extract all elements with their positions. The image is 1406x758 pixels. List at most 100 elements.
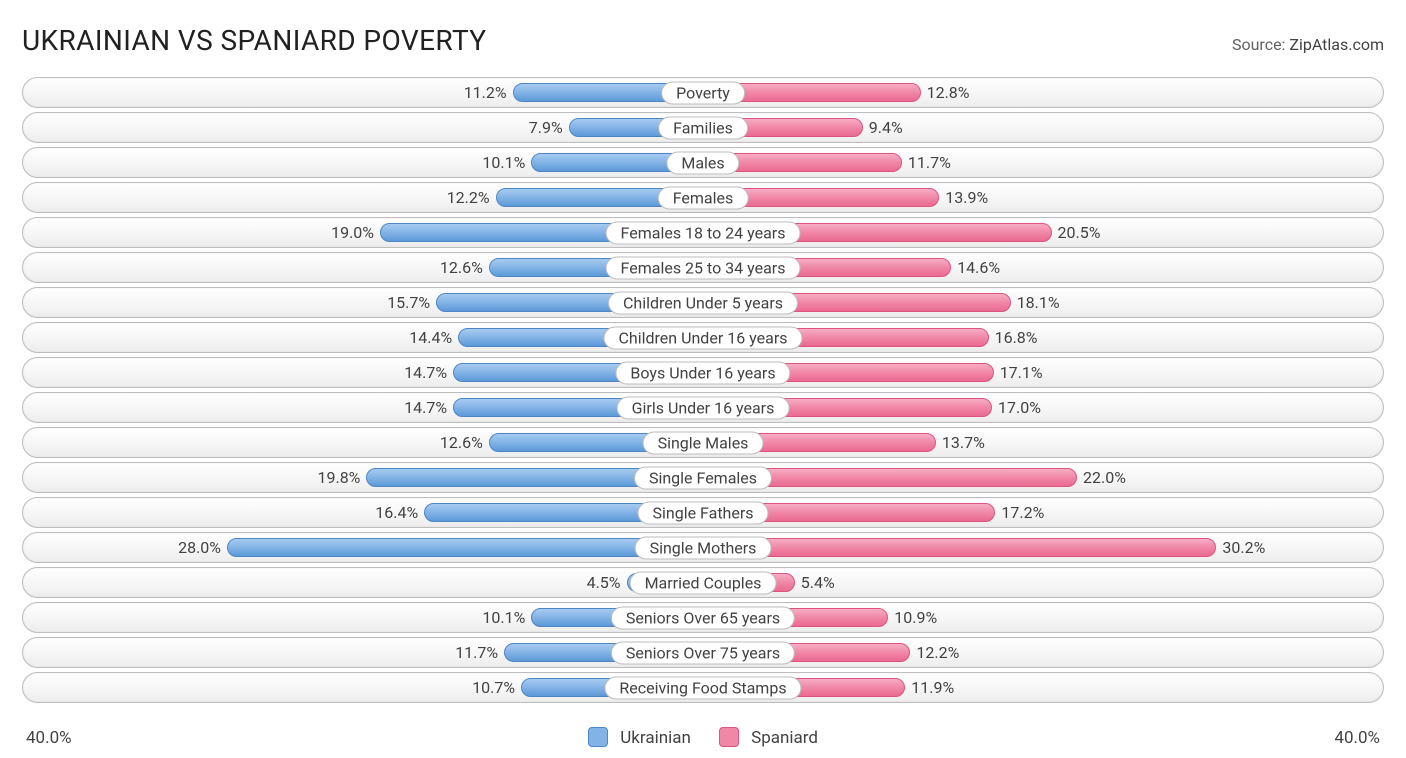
source-name: ZipAtlas.com [1289, 35, 1384, 54]
right-half: 14.6% [703, 253, 1383, 282]
right-half: 13.9% [703, 183, 1383, 212]
swatch-pink-icon [719, 727, 739, 747]
right-value: 17.0% [998, 398, 1041, 417]
left-value: 14.7% [404, 398, 447, 417]
left-value: 12.2% [447, 188, 490, 207]
chart-row: 11.2% 12.8%Poverty [22, 77, 1384, 108]
row-label: Single Fathers [637, 501, 768, 524]
right-value: 16.8% [995, 328, 1038, 347]
right-half: 18.1% [703, 288, 1383, 317]
axis-max-left: 40.0% [26, 728, 72, 748]
left-value: 19.0% [331, 223, 374, 242]
right-value: 11.9% [911, 678, 954, 697]
right-value: 9.4% [869, 118, 903, 137]
right-half: 13.7% [703, 428, 1383, 457]
right-half: 12.8% [703, 78, 1383, 107]
right-value: 14.6% [957, 258, 1000, 277]
left-half: 14.7% [23, 358, 703, 387]
chart-row: 14.7% 17.1% Boys Under 16 years [22, 357, 1384, 388]
left-value: 10.1% [482, 608, 525, 627]
left-half: 15.7% [23, 288, 703, 317]
right-value: 20.5% [1058, 223, 1101, 242]
legend-item-spaniard: Spaniard [719, 727, 818, 748]
row-label: Children Under 16 years [604, 326, 803, 349]
chart-row: 4.5% 5.4% Married Couples [22, 567, 1384, 598]
row-label: Girls Under 16 years [617, 396, 790, 419]
left-half: 11.7% [23, 638, 703, 667]
right-value: 12.2% [916, 643, 959, 662]
right-value: 13.9% [945, 188, 988, 207]
left-half: 12.6% [23, 428, 703, 457]
chart-row: 10.7%11.9%Receiving Food Stamps [22, 672, 1384, 703]
right-value: 10.9% [894, 608, 937, 627]
chart-row: 12.6% 14.6% Females 25 to 34 years [22, 252, 1384, 283]
left-half: 7.9% [23, 113, 703, 142]
chart-row: 7.9% 9.4% Families [22, 112, 1384, 143]
chart-header: UKRAINIAN VS SPANIARD POVERTY Source: Zi… [22, 24, 1384, 57]
chart-row: 12.2% 13.9% Females [22, 182, 1384, 213]
right-value: 13.7% [942, 433, 985, 452]
right-bar [703, 538, 1216, 557]
right-value: 5.4% [801, 573, 835, 592]
right-value: 17.2% [1001, 503, 1044, 522]
right-half: 30.2% [703, 533, 1383, 562]
right-half: 16.8% [703, 323, 1383, 352]
right-value: 18.1% [1017, 293, 1060, 312]
right-half: 11.7% [703, 148, 1383, 177]
left-value: 14.4% [409, 328, 452, 347]
row-label: Females [658, 186, 749, 209]
left-half: 19.0% [23, 218, 703, 247]
row-label: Seniors Over 75 years [611, 641, 795, 664]
row-label: Single Males [643, 431, 764, 454]
left-value: 14.7% [404, 363, 447, 382]
left-half: 28.0% [23, 533, 703, 562]
row-label: Boys Under 16 years [615, 361, 790, 384]
chart-row: 10.1% 10.9% Seniors Over 65 years [22, 602, 1384, 633]
left-half: 10.1% [23, 148, 703, 177]
source-label: Source: [1232, 35, 1285, 54]
left-value: 11.2% [464, 83, 507, 102]
row-label: Families [658, 116, 748, 139]
legend: Ukrainian Spaniard [588, 727, 818, 748]
right-half: 17.0% [703, 393, 1383, 422]
right-value: 11.7% [908, 153, 951, 172]
chart-row: 19.0%20.5%Females 18 to 24 years [22, 217, 1384, 248]
left-value: 10.1% [482, 153, 525, 172]
row-label: Males [666, 151, 739, 174]
left-value: 10.7% [472, 678, 515, 697]
left-half: 12.2% [23, 183, 703, 212]
left-value: 15.7% [387, 293, 430, 312]
left-half: 19.8% [23, 463, 703, 492]
legend-label-ukrainian: Ukrainian [620, 728, 691, 748]
left-value: 11.7% [455, 643, 498, 662]
left-value: 28.0% [178, 538, 221, 557]
row-label: Single Females [634, 466, 772, 489]
left-half: 11.2% [23, 78, 703, 107]
row-label: Married Couples [630, 571, 777, 594]
legend-item-ukrainian: Ukrainian [588, 727, 691, 748]
axis-max-right: 40.0% [1334, 728, 1380, 748]
left-value: 12.6% [440, 433, 483, 452]
legend-label-spaniard: Spaniard [751, 728, 818, 748]
right-half: 11.9% [703, 673, 1383, 702]
left-value: 19.8% [317, 468, 360, 487]
left-value: 4.5% [587, 573, 621, 592]
chart-footer: 40.0% Ukrainian Spaniard 40.0% [22, 719, 1384, 758]
row-label: Females 25 to 34 years [606, 256, 801, 279]
left-half: 4.5% [23, 568, 703, 597]
chart-row: 12.6% 13.7% Single Males [22, 427, 1384, 458]
row-label: Poverty [661, 81, 745, 104]
left-half: 12.6% [23, 253, 703, 282]
chart-row: 19.8%22.0%Single Females [22, 462, 1384, 493]
row-label: Children Under 5 years [608, 291, 798, 314]
left-value: 16.4% [375, 503, 418, 522]
left-half: 14.7% [23, 393, 703, 422]
left-value: 12.6% [440, 258, 483, 277]
right-half: 12.2% [703, 638, 1383, 667]
right-value: 17.1% [1000, 363, 1043, 382]
chart-row: 28.0%30.2%Single Mothers [22, 532, 1384, 563]
left-half: 14.4% [23, 323, 703, 352]
chart-row: 11.7% 12.2% Seniors Over 75 years [22, 637, 1384, 668]
row-label: Seniors Over 65 years [611, 606, 795, 629]
chart-row: 16.4% 17.2% Single Fathers [22, 497, 1384, 528]
